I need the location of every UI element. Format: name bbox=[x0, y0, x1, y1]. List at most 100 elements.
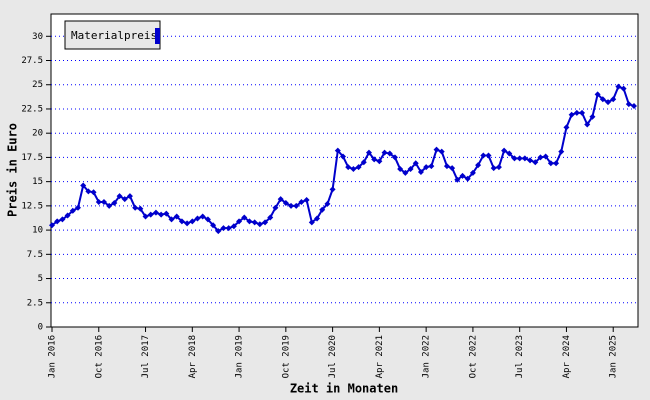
data-point bbox=[324, 200, 331, 207]
data-point bbox=[579, 109, 586, 116]
data-point bbox=[547, 160, 554, 167]
x-tick-label: Apr 2018 bbox=[188, 335, 198, 378]
data-point bbox=[449, 165, 456, 172]
data-point bbox=[615, 83, 622, 90]
data-point bbox=[236, 218, 243, 225]
data-point bbox=[558, 148, 565, 155]
data-point bbox=[64, 212, 71, 219]
data-point bbox=[303, 197, 310, 204]
x-tick-label: Jul 2023 bbox=[515, 335, 525, 378]
data-point bbox=[584, 121, 591, 128]
data-point bbox=[267, 214, 274, 221]
data-point bbox=[256, 221, 263, 228]
data-point bbox=[163, 210, 170, 217]
data-point bbox=[516, 155, 523, 162]
data-point bbox=[391, 154, 398, 161]
y-tick-label: 0 bbox=[38, 323, 43, 333]
y-tick-label: 7.5 bbox=[27, 250, 43, 260]
data-point bbox=[293, 202, 300, 209]
data-point bbox=[106, 202, 113, 209]
data-point bbox=[314, 215, 321, 222]
data-point bbox=[80, 182, 87, 189]
data-point bbox=[568, 111, 575, 118]
x-tick-label: Oct 2016 bbox=[94, 335, 104, 378]
data-point bbox=[225, 225, 232, 232]
y-axis-title: Preis in Euro bbox=[6, 123, 20, 217]
data-point bbox=[251, 219, 258, 226]
data-point bbox=[111, 199, 118, 206]
data-point bbox=[74, 204, 81, 211]
data-point bbox=[95, 198, 102, 205]
data-point bbox=[168, 216, 175, 223]
data-point bbox=[152, 209, 159, 216]
data-point bbox=[443, 163, 450, 170]
data-point bbox=[532, 159, 539, 166]
data-point bbox=[428, 163, 435, 170]
data-point bbox=[184, 220, 191, 227]
data-point bbox=[397, 166, 404, 173]
data-point bbox=[417, 168, 424, 175]
data-point bbox=[282, 199, 289, 206]
data-point bbox=[340, 153, 346, 160]
data-point bbox=[464, 175, 471, 182]
data-point bbox=[178, 218, 185, 225]
data-point bbox=[620, 85, 627, 92]
y-tick-label: 20 bbox=[32, 129, 43, 139]
data-point bbox=[521, 155, 528, 162]
data-point bbox=[90, 189, 97, 196]
data-point bbox=[319, 206, 326, 213]
data-point bbox=[490, 165, 497, 172]
data-point bbox=[589, 113, 596, 120]
data-point bbox=[412, 160, 419, 167]
data-point bbox=[189, 218, 196, 225]
legend-box bbox=[64, 20, 161, 50]
y-tick-label: 5 bbox=[38, 274, 43, 284]
data-point bbox=[132, 204, 139, 211]
data-point bbox=[158, 211, 165, 218]
x-tick-label: Jan 2022 bbox=[422, 335, 432, 378]
y-tick-label: 17.5 bbox=[21, 153, 43, 163]
data-point bbox=[246, 218, 253, 225]
data-point bbox=[54, 218, 61, 225]
data-point bbox=[194, 215, 201, 222]
legend: Materialpreis bbox=[64, 20, 161, 50]
data-point bbox=[298, 198, 305, 205]
data-point bbox=[277, 196, 284, 203]
data-point bbox=[142, 213, 149, 220]
data-point bbox=[438, 148, 445, 155]
data-point bbox=[506, 150, 513, 157]
data-point bbox=[116, 193, 123, 200]
data-point bbox=[59, 216, 66, 223]
data-point bbox=[371, 156, 378, 163]
data-point bbox=[121, 196, 128, 203]
data-point bbox=[631, 103, 637, 110]
data-point bbox=[308, 219, 315, 226]
data-point bbox=[501, 147, 508, 154]
x-axis-title: Zeit in Monaten bbox=[290, 382, 398, 396]
data-point bbox=[469, 169, 476, 176]
data-point bbox=[480, 152, 487, 159]
data-point bbox=[365, 149, 372, 156]
data-point bbox=[85, 188, 92, 195]
legend-label: Materialpreis bbox=[71, 29, 157, 42]
y-tick-label: 25 bbox=[32, 80, 43, 90]
data-point bbox=[204, 216, 211, 223]
data-point bbox=[563, 124, 570, 131]
data-point bbox=[100, 198, 107, 205]
data-point bbox=[220, 225, 227, 232]
data-point bbox=[126, 193, 133, 200]
y-tick-label: 12.5 bbox=[21, 201, 43, 211]
data-point bbox=[262, 219, 269, 226]
data-point bbox=[215, 228, 222, 235]
data-point bbox=[376, 158, 383, 165]
data-point bbox=[527, 157, 534, 164]
x-tick-label: Apr 2021 bbox=[375, 335, 385, 378]
data-point bbox=[360, 159, 367, 166]
y-tick-label: 15 bbox=[32, 177, 43, 187]
data-point bbox=[355, 164, 362, 171]
data-point bbox=[49, 222, 55, 229]
data-point bbox=[230, 223, 237, 230]
data-point bbox=[288, 202, 295, 209]
data-point bbox=[147, 211, 154, 218]
